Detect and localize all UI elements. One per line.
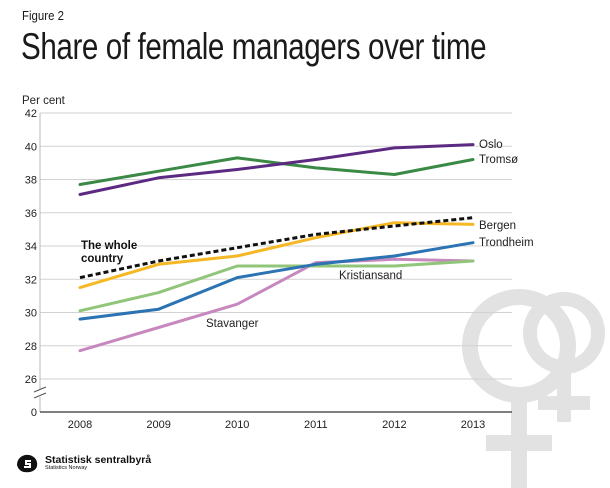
axes	[33, 113, 512, 413]
series-line-the-whole-country	[79, 216, 474, 280]
axis-break-mark	[33, 386, 47, 393]
y-tick-40: 40	[25, 141, 37, 153]
female-symbol-watermark	[462, 289, 605, 488]
series-label-trondheim: Trondheim	[479, 237, 534, 249]
logo-subtitle: Statistics Norway	[45, 465, 88, 471]
x-tick-2008: 2008	[68, 419, 92, 431]
y-tick-30: 30	[25, 308, 37, 320]
y-tick-0: 0	[31, 407, 37, 419]
y-tick-42: 42	[25, 108, 37, 120]
axis-break-mark	[33, 392, 47, 399]
gridlines	[40, 112, 512, 380]
x-tick-2010: 2010	[225, 419, 249, 431]
series-label-troms-: Tromsø	[479, 154, 518, 166]
series-line-bergen	[78, 221, 475, 290]
y-tick-36: 36	[25, 208, 37, 220]
y-tick-32: 32	[25, 274, 37, 286]
series-label-stavanger: Stavanger	[206, 318, 259, 330]
series-line-trondheim	[78, 241, 475, 321]
series-lines	[78, 143, 475, 353]
series-line-kristiansand	[78, 259, 475, 313]
x-tick-2011: 2011	[304, 419, 328, 431]
ssb-logo: Statistisk sentralbyrå Statistics Norway	[14, 452, 151, 474]
series-line-troms-	[78, 156, 475, 186]
y-axis-label: Per cent	[22, 95, 66, 107]
y-tick-34: 34	[25, 241, 37, 253]
series-labels: Oslo Tromsø Bergen Trondheim Kristiansand Sta…	[81, 139, 534, 330]
series-label-the-whole-country: country	[81, 253, 124, 265]
x-tick-2012: 2012	[382, 419, 406, 431]
series-line-stavanger	[78, 257, 475, 353]
series-line-oslo	[78, 143, 475, 196]
series-label-kristiansand: Kristiansand	[339, 270, 402, 282]
x-tick-2013: 2013	[461, 419, 485, 431]
y-tick-38: 38	[25, 175, 37, 187]
y-tick-labels: 0 26 28 30 32 34 36 38 40 42	[25, 108, 37, 419]
x-tick-labels: 2008 2009 2010 2011 2012 2013	[68, 419, 485, 431]
logo-name: Statistisk sentralbyrå	[45, 453, 152, 466]
series-label-the-whole-country: The whole	[81, 240, 137, 252]
chart-title: Share of female managers over time	[21, 26, 487, 67]
axis-break-gap	[34, 389, 46, 397]
series-label-bergen: Bergen	[479, 220, 516, 232]
ssb-logo-icon	[17, 454, 38, 473]
y-tick-26: 26	[25, 374, 37, 386]
series-label-oslo: Oslo	[479, 139, 503, 151]
y-tick-28: 28	[25, 341, 37, 353]
x-tick-2009: 2009	[146, 419, 170, 431]
figure-label: Figure 2	[22, 8, 64, 23]
